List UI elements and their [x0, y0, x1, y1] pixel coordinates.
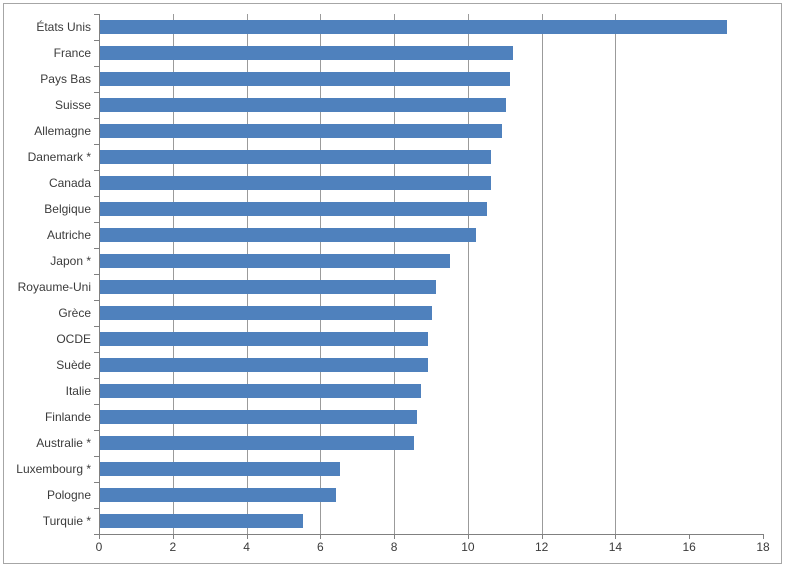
y-axis-tick	[94, 430, 99, 431]
bar	[100, 384, 421, 398]
x-axis-tick	[172, 534, 174, 539]
bar	[100, 20, 728, 34]
x-axis-tick	[763, 534, 764, 539]
y-axis-tick	[94, 196, 99, 197]
y-axis-tick	[94, 222, 99, 223]
vertical-gridline	[541, 14, 543, 534]
category-label: Canada	[48, 176, 91, 190]
bar	[100, 150, 491, 164]
bar	[100, 228, 477, 242]
bar	[100, 254, 451, 268]
bar	[100, 176, 491, 190]
bar	[100, 306, 432, 320]
category-label: Grèce	[58, 306, 91, 320]
bar	[100, 488, 337, 502]
x-axis-tick	[320, 534, 322, 539]
category-label: Royaume-Uni	[17, 280, 91, 294]
y-axis-tick	[94, 300, 99, 301]
category-label: OCDE	[56, 332, 91, 346]
x-axis-tick	[467, 534, 469, 539]
y-axis-tick	[94, 534, 99, 535]
x-axis-tick	[246, 534, 248, 539]
x-axis-tick-label: 2	[169, 540, 177, 554]
y-axis-tick	[94, 14, 99, 15]
category-label: États Unis	[36, 20, 91, 34]
vertical-gridline	[394, 14, 396, 534]
x-axis-tick	[615, 534, 617, 539]
category-label: Belgique	[44, 202, 91, 216]
y-axis-tick	[94, 482, 99, 483]
bar	[100, 72, 510, 86]
bar	[100, 202, 488, 216]
category-label: Finlande	[44, 410, 91, 424]
bar	[100, 436, 414, 450]
y-axis-tick	[94, 92, 99, 93]
y-axis-line	[99, 14, 100, 535]
x-axis-tick-label: 8	[390, 540, 398, 554]
category-label: Suède	[56, 358, 91, 372]
bar	[100, 46, 514, 60]
category-label: Pays Bas	[40, 72, 91, 86]
y-axis-tick	[94, 508, 99, 509]
x-axis-tick-label: 12	[535, 540, 549, 554]
y-axis-tick	[94, 456, 99, 457]
y-axis-tick	[94, 352, 99, 353]
category-label: Pologne	[46, 488, 91, 502]
vertical-gridline	[320, 14, 322, 534]
bar	[100, 98, 506, 112]
y-axis-tick	[94, 378, 99, 379]
x-axis-tick-label: 0	[95, 540, 103, 554]
y-axis-tick	[94, 274, 99, 275]
x-axis-tick	[541, 534, 543, 539]
category-label: Autriche	[46, 228, 91, 242]
category-label: Allemagne	[34, 124, 91, 138]
y-axis-tick	[94, 170, 99, 171]
x-axis-tick	[394, 534, 396, 539]
x-axis-tick-label: 18	[756, 540, 770, 554]
y-axis-tick	[94, 248, 99, 249]
bar	[100, 462, 340, 476]
vertical-gridline	[615, 14, 617, 534]
x-axis-tick-label: 14	[608, 540, 623, 554]
x-axis-tick	[99, 534, 100, 539]
category-label: Suisse	[54, 98, 91, 112]
x-axis-tick-label: 4	[243, 540, 250, 554]
y-axis-tick	[94, 118, 99, 119]
bar	[100, 280, 436, 294]
category-label: Danemark *	[27, 150, 91, 164]
y-axis-tick	[94, 66, 99, 67]
x-axis-tick-label: 10	[461, 540, 475, 554]
category-label: Japon *	[50, 254, 91, 268]
category-label: Italie	[65, 384, 91, 398]
bar	[100, 332, 429, 346]
category-label: Luxembourg *	[16, 462, 91, 476]
vertical-gridline	[246, 14, 248, 534]
x-axis-tick-label: 16	[682, 540, 696, 554]
bar	[100, 124, 503, 138]
x-axis-tick-label: 6	[316, 540, 324, 554]
category-label: Australie *	[36, 436, 91, 450]
vertical-gridline	[172, 14, 174, 534]
x-axis-tick	[689, 534, 691, 539]
vertical-gridline	[467, 14, 469, 534]
y-axis-tick	[94, 326, 99, 327]
bar	[100, 410, 418, 424]
y-axis-tick	[94, 40, 99, 41]
category-label: France	[53, 46, 91, 60]
y-axis-tick	[94, 144, 99, 145]
x-axis-line	[99, 534, 764, 535]
bar	[100, 514, 303, 528]
y-axis-tick	[94, 404, 99, 405]
bar	[100, 358, 429, 372]
category-label: Turquie *	[42, 514, 91, 528]
